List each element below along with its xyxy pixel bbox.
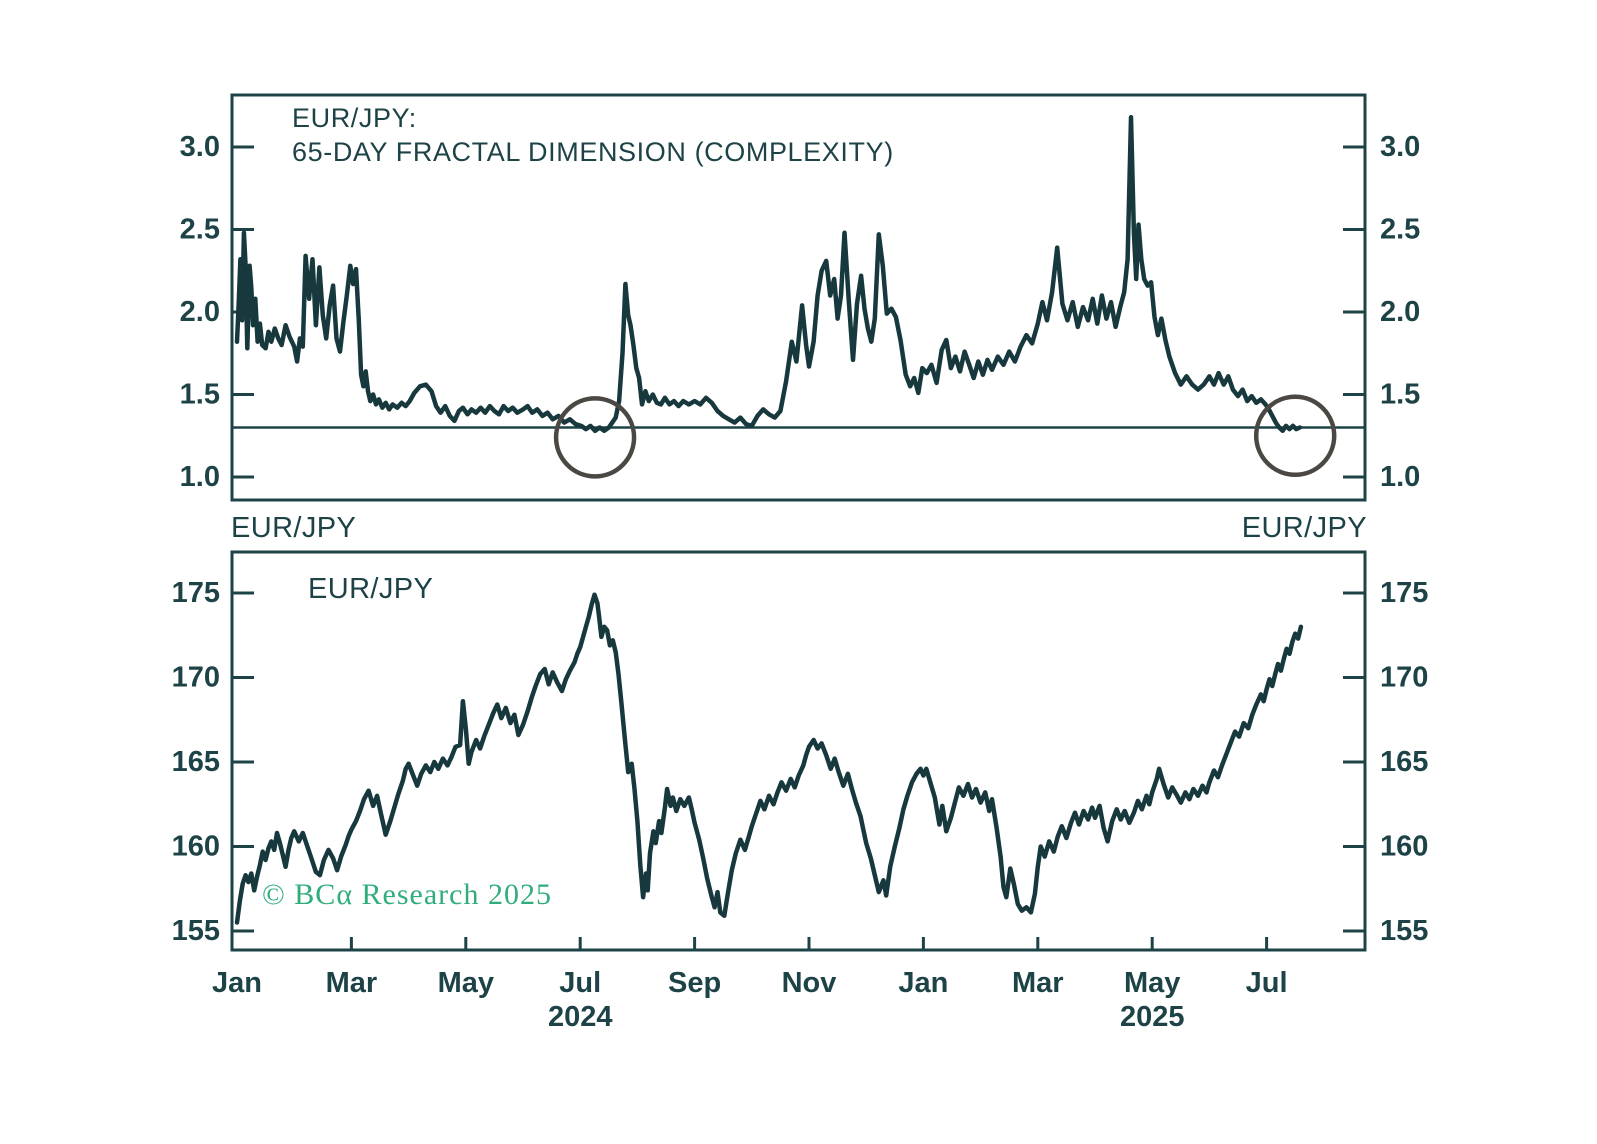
price-plot-border [230, 550, 1367, 952]
y-tick-label-right: 3.0 [1380, 131, 1420, 163]
fractal-title-line1: EUR/JPY: [292, 103, 417, 133]
copyright-notice: © BCα Research 2025 [262, 878, 552, 911]
y-tick-label-right: 2.5 [1380, 214, 1420, 246]
x-tick-label: Jan [212, 967, 262, 999]
fractal-title-line2: 65-DAY FRACTAL DIMENSION (COMPLEXITY) [292, 137, 894, 167]
y-tick-label-right: 1.0 [1380, 461, 1420, 493]
x-tick-label: Mar [326, 967, 378, 999]
y-tick-label-left: 165 [172, 746, 220, 778]
x-tick-label: Nov [782, 967, 837, 999]
right-axis-series-label: EUR/JPY [1241, 512, 1367, 544]
x-tick-label: Jul [1246, 967, 1288, 999]
price-panel-title: EUR/JPY [308, 573, 434, 605]
y-tick-label-right: 175 [1380, 577, 1428, 609]
left-axis-series-label: EUR/JPY [231, 512, 357, 544]
x-tick-label: Jan [898, 967, 948, 999]
y-tick-label-right: 160 [1380, 831, 1428, 863]
x-tick-label: May [1124, 967, 1180, 999]
x-year-label: 2025 [1120, 1001, 1185, 1033]
y-tick-label-right: 165 [1380, 746, 1428, 778]
y-tick-label-left: 155 [172, 915, 220, 947]
low-complexity-circle-annotation [553, 396, 637, 479]
y-tick-label-right: 155 [1380, 915, 1428, 947]
x-tick-label: May [438, 967, 494, 999]
y-tick-label-right: 2.0 [1380, 296, 1420, 328]
y-tick-label-left: 2.0 [180, 296, 220, 328]
fractal-plot-border [230, 93, 1367, 502]
y-tick-label-left: 170 [172, 662, 220, 694]
y-tick-label-left: 1.0 [180, 461, 220, 493]
y-tick-label-right: 1.5 [1380, 379, 1420, 411]
y-tick-label-left: 3.0 [180, 131, 220, 163]
y-tick-label-left: 160 [172, 831, 220, 863]
price-series-line [234, 592, 1304, 925]
x-tick-label: Sep [668, 967, 721, 999]
y-tick-label-left: 1.5 [180, 379, 220, 411]
low-complexity-circle-annotation [1253, 394, 1337, 477]
y-tick-label-left: 175 [172, 577, 220, 609]
x-year-label: 2024 [548, 1001, 613, 1033]
fractal-panel-title: EUR/JPY: 65-DAY FRACTAL DIMENSION (COMPL… [292, 101, 894, 169]
y-tick-label-left: 2.5 [180, 214, 220, 246]
x-tick-label: Mar [1012, 967, 1064, 999]
x-tick-label: Jul [559, 967, 601, 999]
fractal-series-line [234, 115, 1303, 434]
y-tick-label-right: 170 [1380, 662, 1428, 694]
